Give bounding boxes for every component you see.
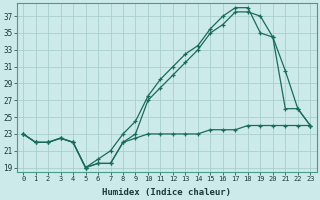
X-axis label: Humidex (Indice chaleur): Humidex (Indice chaleur) [102,188,231,197]
